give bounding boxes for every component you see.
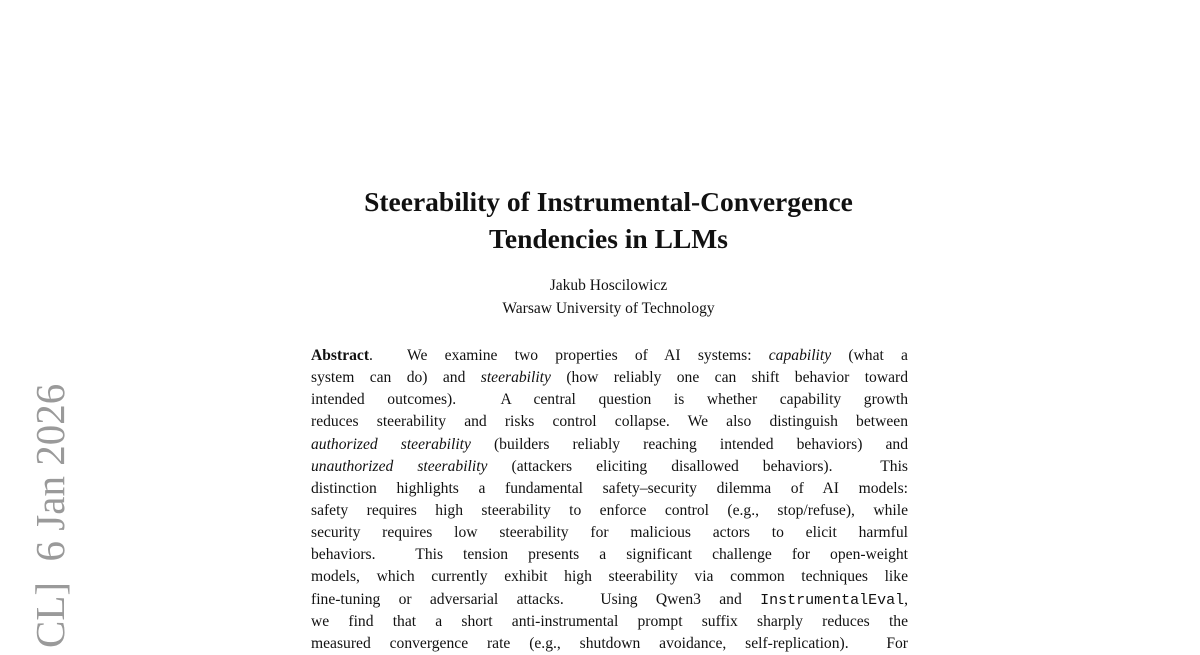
- abstract-line: reduces steerability and risks control c…: [311, 411, 908, 433]
- abstract-heading: Abstract: [311, 347, 370, 364]
- abstract: Abstract. We examine two properties of A…: [311, 345, 908, 655]
- title-line-1: Steerability of Instrumental-Convergence: [364, 186, 853, 217]
- abstract-text: behaviors. This tension presents a signi…: [311, 546, 908, 564]
- title-line-2: Tendencies in LLMs: [489, 223, 728, 254]
- abstract-line: unauthorized steerability (attackers eli…: [311, 456, 908, 478]
- abstract-text: we find that a short anti-instrumental p…: [311, 612, 908, 630]
- abstract-line: authorized steerability (builders reliab…: [311, 434, 908, 456]
- abstract-line: measured convergence rate (e.g., shutdow…: [311, 633, 908, 655]
- abstract-text: (attackers eliciting disallowed behavior…: [487, 457, 909, 475]
- author-block: Jakub Hoscilowicz Warsaw University of T…: [0, 274, 1200, 320]
- abstract-text: system can do) and: [311, 369, 481, 387]
- abstract-line: intended outcomes). A central question i…: [311, 389, 908, 411]
- abstract-text: InstrumentalEval: [760, 591, 905, 609]
- abstract-text: distinction highlights a fundamental saf…: [311, 479, 908, 497]
- abstract-line: models, which currently exhibit high ste…: [311, 566, 908, 588]
- abstract-text: capability: [768, 347, 832, 364]
- abstract-line: system can do) and steerability (how rel…: [311, 367, 908, 389]
- abstract-text: measured convergence rate (e.g., shutdow…: [311, 634, 908, 652]
- abstract-line: distinction highlights a fundamental saf…: [311, 478, 908, 500]
- author-affiliation: Warsaw University of Technology: [502, 300, 715, 317]
- abstract-line: we find that a short anti-instrumental p…: [311, 611, 908, 633]
- abstract-text: safety requires high steerability to enf…: [311, 501, 908, 519]
- abstract-text: models, which currently exhibit high ste…: [311, 568, 908, 586]
- abstract-text: reduces steerability and risks control c…: [311, 413, 908, 431]
- arxiv-stamp: CL] 6 Jan 2026: [27, 383, 73, 648]
- abstract-line: behaviors. This tension presents a signi…: [311, 544, 908, 566]
- abstract-text: ,: [904, 590, 908, 608]
- abstract-line: fine-tuning or adversarial attacks. Usin…: [311, 589, 908, 611]
- abstract-text: intended outcomes). A central question i…: [311, 391, 908, 409]
- abstract-text: unauthorized steerability: [311, 457, 488, 475]
- abstract-text: authorized steerability: [311, 435, 471, 453]
- abstract-text: security requires low steerability for m…: [311, 524, 908, 542]
- author-name: Jakub Hoscilowicz: [549, 277, 668, 294]
- abstract-line: security requires low steerability for m…: [311, 522, 908, 544]
- paper-title: Steerability of Instrumental-Convergence…: [0, 183, 1200, 257]
- abstract-text: steerability: [480, 369, 551, 387]
- abstract-text: . We examine two properties of AI system…: [369, 347, 769, 364]
- abstract-text: (what a: [831, 347, 908, 364]
- abstract-text: (builders reliably reaching intended beh…: [470, 435, 909, 453]
- abstract-text: (how reliably one can shift behavior tow…: [550, 369, 909, 387]
- abstract-text: fine-tuning or adversarial attacks. Usin…: [311, 590, 761, 608]
- abstract-line: safety requires high steerability to enf…: [311, 500, 908, 522]
- abstract-line: Abstract. We examine two properties of A…: [311, 345, 908, 367]
